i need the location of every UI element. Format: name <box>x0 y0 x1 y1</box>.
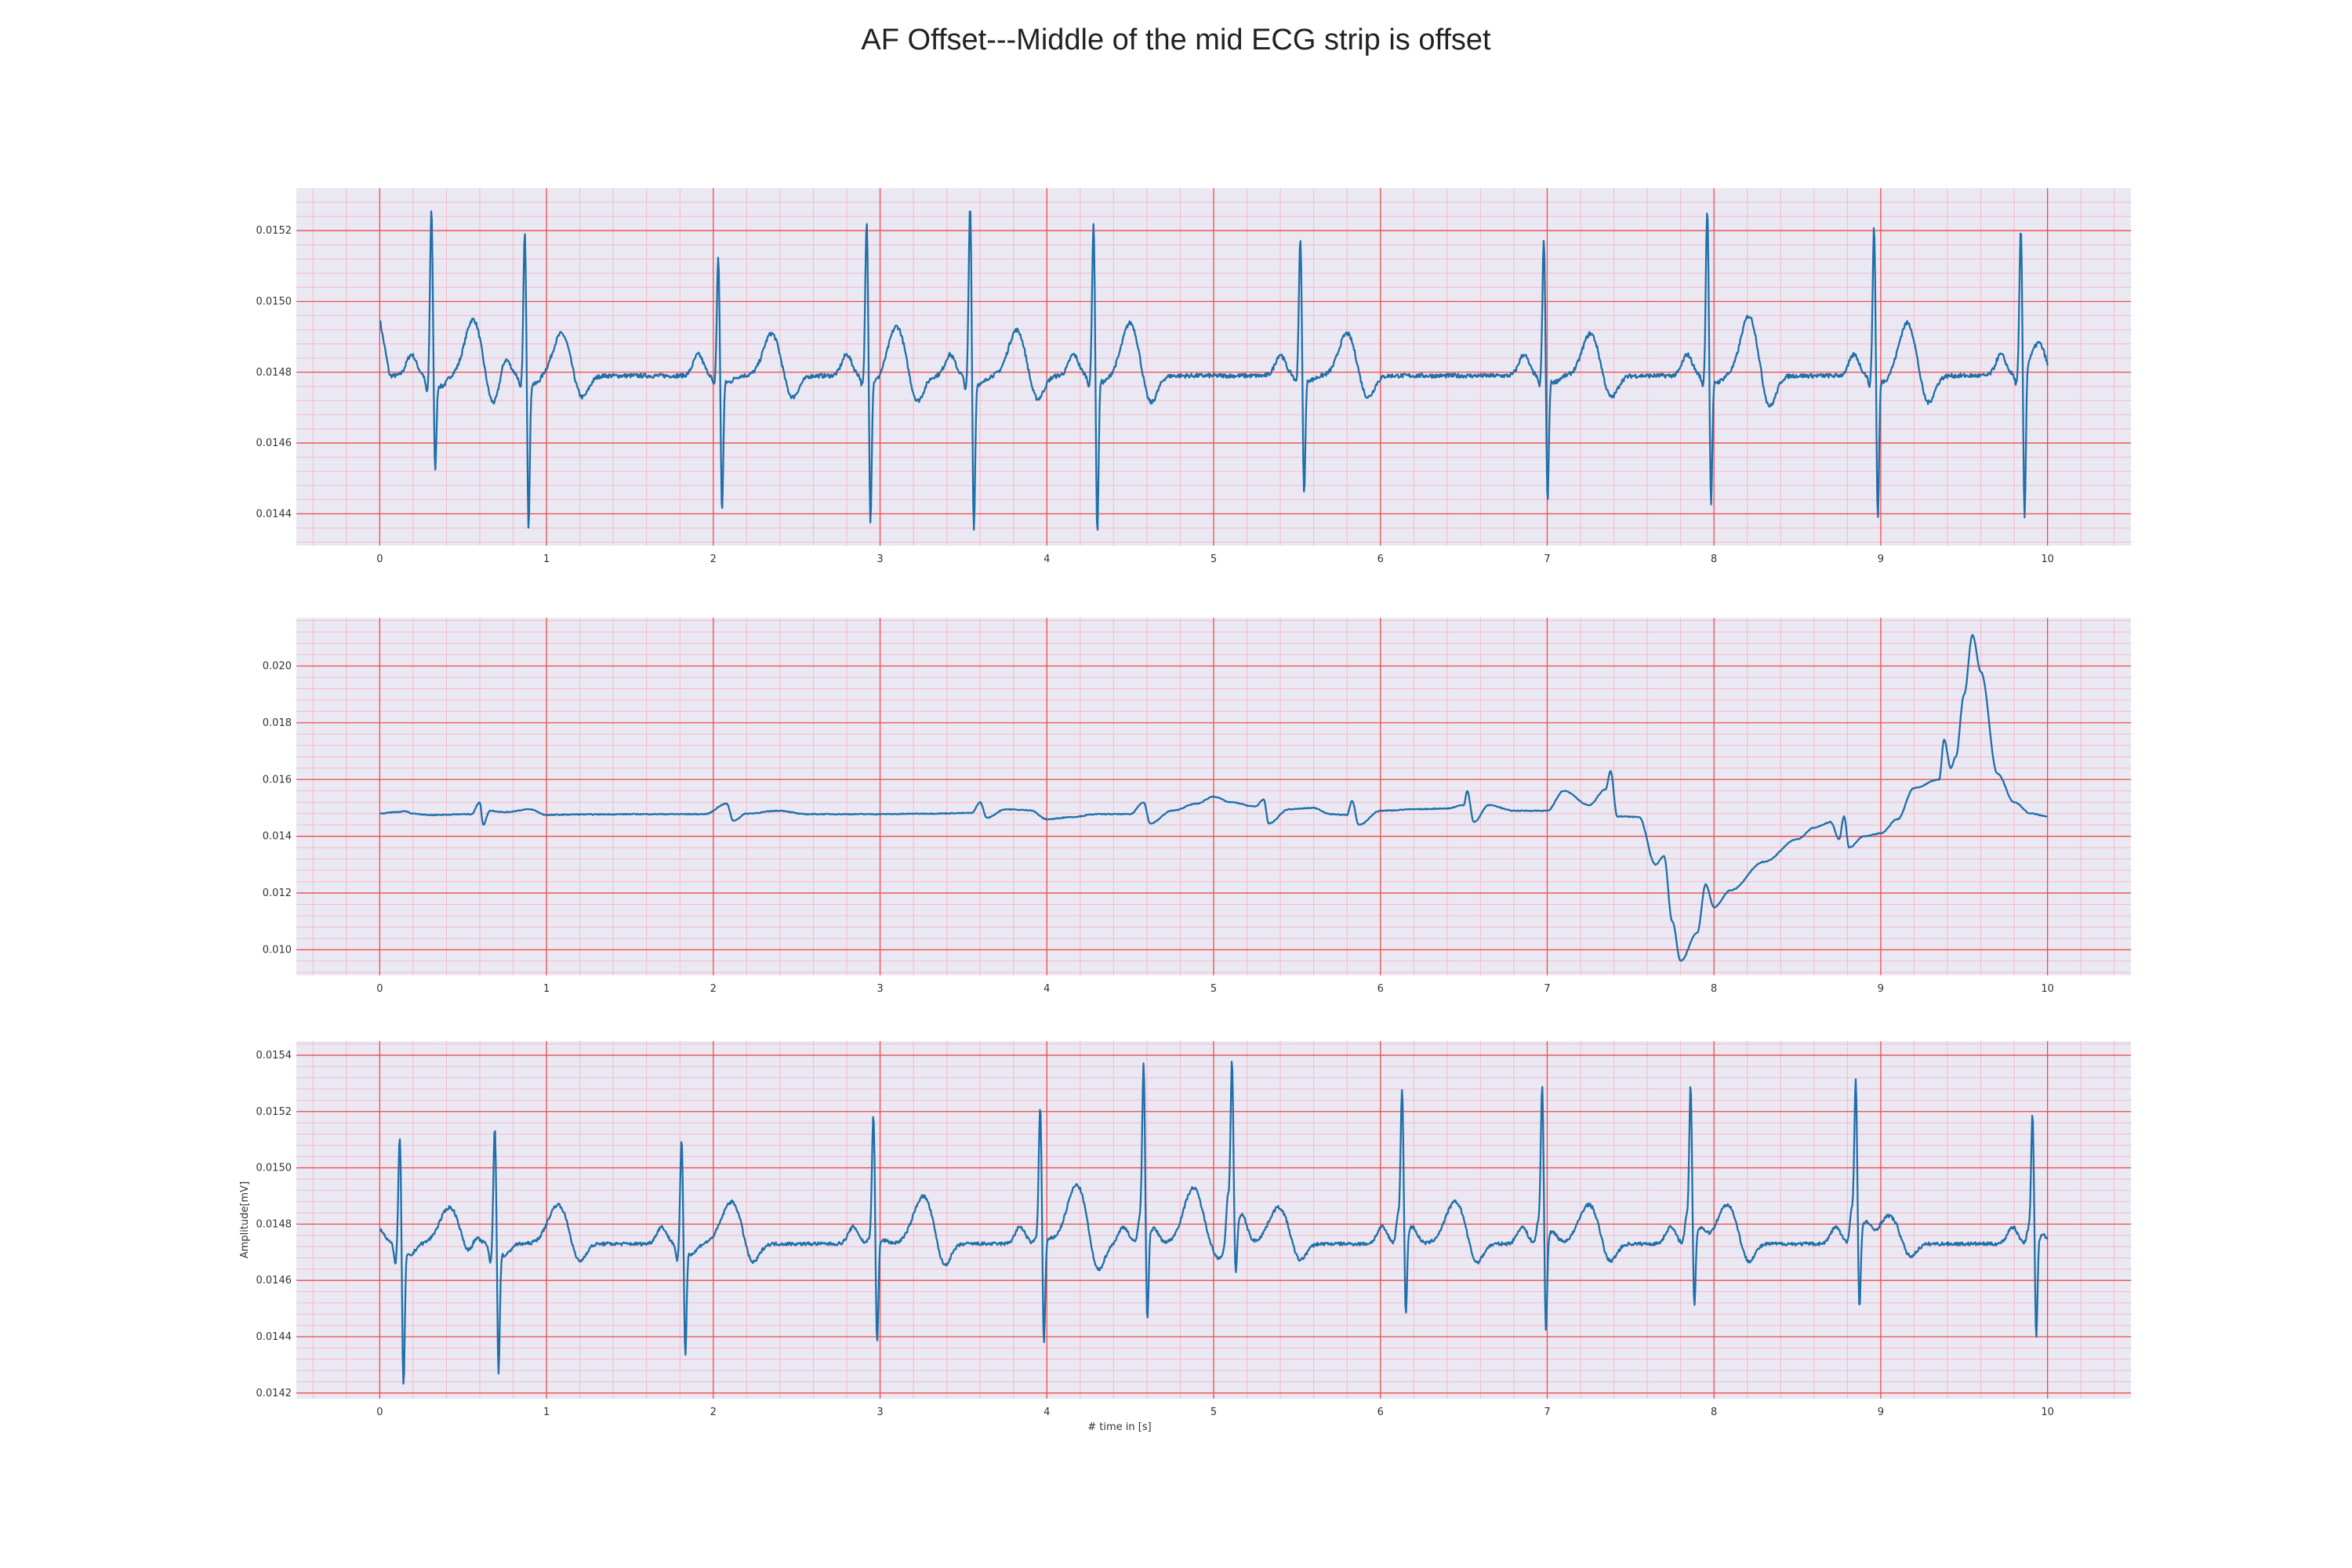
y-axis-label: Amplitude[mV] <box>239 1181 251 1258</box>
x-tick-label: 0 <box>376 983 383 995</box>
y-tick-label: 0.0142 <box>256 1388 292 1399</box>
ecg-trace <box>379 1060 2049 1385</box>
x-tick-label: 5 <box>1210 1406 1217 1418</box>
y-tick-label: 0.0146 <box>256 437 292 449</box>
y-tick-label: 0.010 <box>263 944 292 956</box>
y-tick-label: 0.0146 <box>256 1275 292 1287</box>
x-tick-label: 10 <box>2041 1406 2054 1418</box>
y-tick-label: 0.014 <box>263 831 292 843</box>
x-tick-label: 9 <box>1878 554 1884 565</box>
y-tick-label: 0.0144 <box>256 1331 292 1343</box>
x-tick-label: 0 <box>376 554 383 565</box>
y-tick-label: 0.0150 <box>256 296 292 307</box>
x-tick-label: 4 <box>1044 554 1050 565</box>
x-tick-label: 5 <box>1210 554 1217 565</box>
x-tick-label: 2 <box>710 1406 717 1418</box>
x-tick-label: 4 <box>1044 983 1050 995</box>
y-tick-label: 0.0152 <box>256 1106 292 1118</box>
x-axis-label: # time in [s] <box>1087 1421 1151 1433</box>
y-tick-label: 0.012 <box>263 887 292 899</box>
y-tick-label: 0.018 <box>263 717 292 729</box>
x-tick-label: 1 <box>543 983 550 995</box>
x-tick-label: 9 <box>1878 1406 1884 1418</box>
x-tick-label: 7 <box>1544 554 1550 565</box>
x-tick-label: 1 <box>543 554 550 565</box>
x-tick-label: 6 <box>1377 1406 1384 1418</box>
x-tick-label: 7 <box>1544 1406 1550 1418</box>
x-tick-label: 0 <box>376 1406 383 1418</box>
ecg-trace <box>379 210 2049 531</box>
x-tick-label: 8 <box>1711 983 1717 995</box>
x-tick-label: 7 <box>1544 983 1550 995</box>
x-tick-label: 6 <box>1377 554 1384 565</box>
y-tick-label: 0.016 <box>263 774 292 786</box>
y-tick-label: 0.0152 <box>256 225 292 237</box>
ecg-panel-1: 0 1 2 3 4 5 6 7 8 9 10 0.0144 0.0146 0.0148 0.0150 0.01… <box>256 188 2131 565</box>
x-tick-label: 3 <box>877 554 883 565</box>
y-tick-label: 0.0150 <box>256 1163 292 1174</box>
ecg-panel-2: 0 1 2 3 4 5 6 7 8 9 10 0.010 0.012 0.014 0.016 0.018 0.0… <box>263 618 2131 995</box>
x-tick-label: 8 <box>1711 1406 1717 1418</box>
x-tick-label: 9 <box>1878 983 1884 995</box>
x-tick-label: 3 <box>877 1406 883 1418</box>
y-tick-label: 0.0148 <box>256 367 292 379</box>
x-tick-label: 2 <box>710 554 717 565</box>
ecg-panel-3: 0 1 2 3 4 5 6 7 8 9 10 0.0142 0.0144 0.0146 0.0148 0.01… <box>239 1041 2131 1433</box>
ecg-trace <box>379 633 2048 962</box>
x-tick-label: 2 <box>710 983 717 995</box>
x-tick-label: 10 <box>2041 554 2054 565</box>
y-tick-label: 0.020 <box>263 661 292 673</box>
x-tick-label: 5 <box>1210 983 1217 995</box>
y-tick-label: 0.0144 <box>256 508 292 520</box>
x-tick-label: 10 <box>2041 983 2054 995</box>
y-tick-label: 0.0148 <box>256 1218 292 1230</box>
x-tick-label: 4 <box>1044 1406 1050 1418</box>
x-tick-label: 1 <box>543 1406 550 1418</box>
x-tick-label: 8 <box>1711 554 1717 565</box>
y-tick-label: 0.0154 <box>256 1050 292 1062</box>
x-tick-label: 3 <box>877 983 883 995</box>
figure-title: AF Offset---Middle of the mid ECG strip … <box>861 24 1491 56</box>
x-tick-label: 6 <box>1377 983 1384 995</box>
